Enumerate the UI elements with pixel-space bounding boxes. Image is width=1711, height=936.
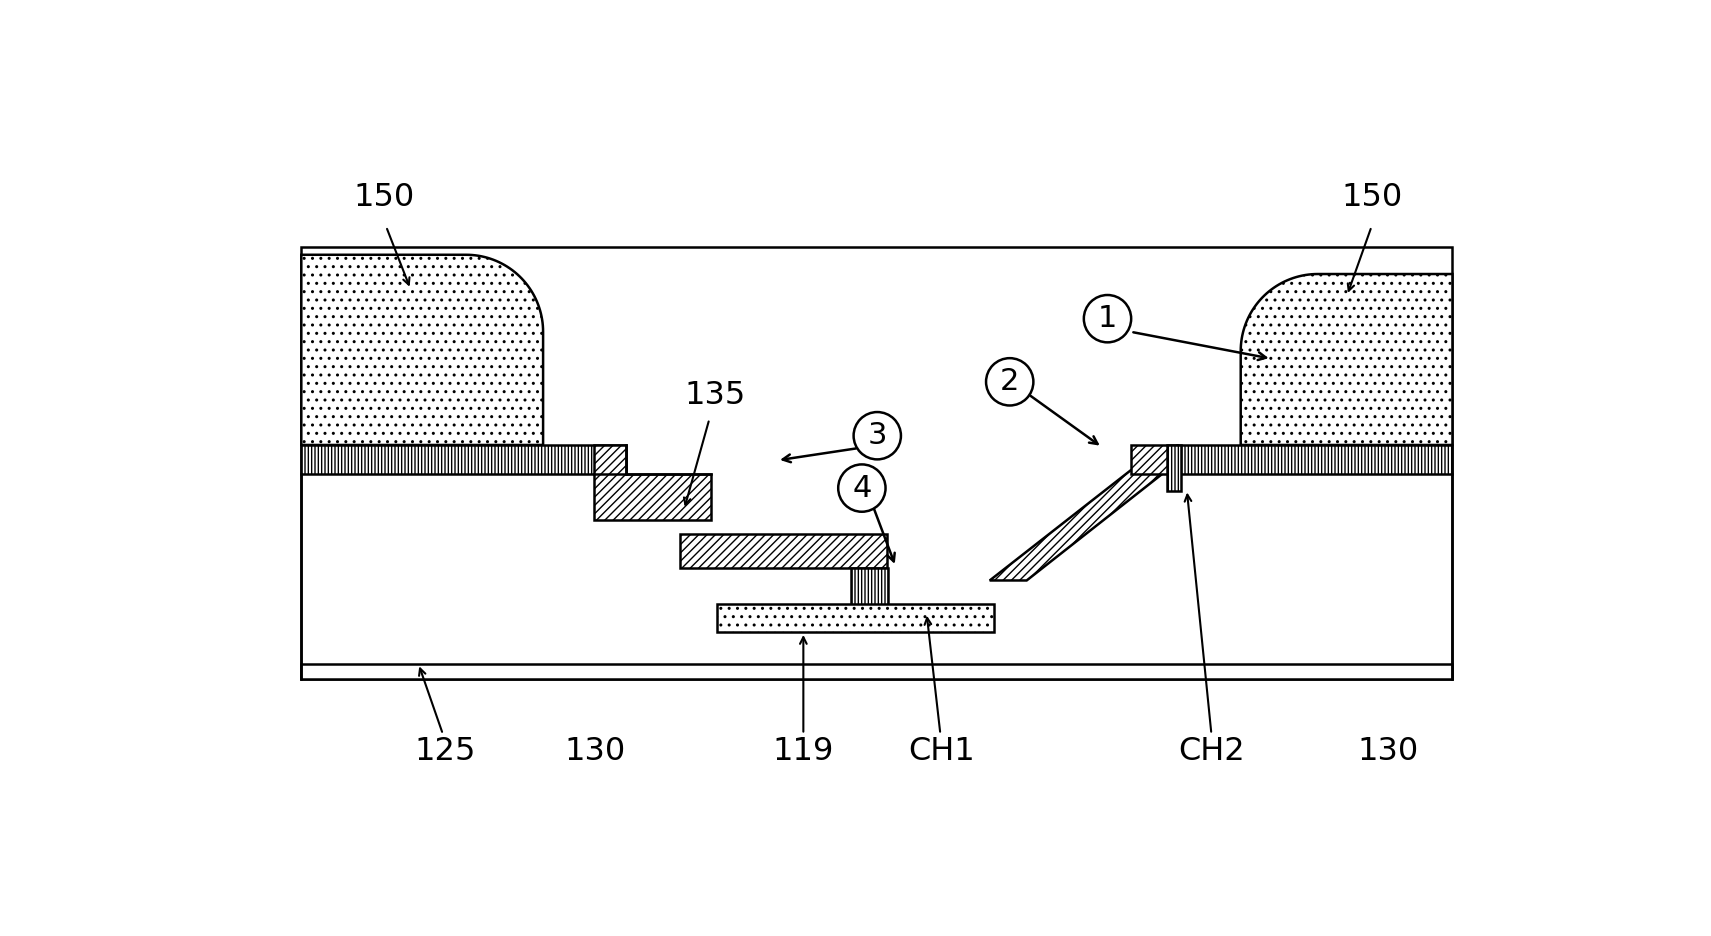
Polygon shape <box>301 255 542 445</box>
Text: 1: 1 <box>1098 304 1117 333</box>
Text: 3: 3 <box>867 421 886 450</box>
Text: 4: 4 <box>852 474 871 503</box>
Text: CH2: CH2 <box>1179 736 1246 767</box>
Text: 150: 150 <box>352 182 414 212</box>
Polygon shape <box>681 534 886 568</box>
Bar <box>301 664 1453 679</box>
Polygon shape <box>594 445 712 520</box>
Polygon shape <box>850 568 888 614</box>
Polygon shape <box>989 471 1167 580</box>
Bar <box>301 445 626 475</box>
Text: 119: 119 <box>773 736 833 767</box>
Text: 2: 2 <box>999 367 1020 396</box>
Bar <box>301 247 1453 679</box>
Text: 125: 125 <box>414 736 476 767</box>
Text: CH1: CH1 <box>909 736 975 767</box>
Polygon shape <box>1131 445 1177 475</box>
Text: 130: 130 <box>1359 736 1418 767</box>
Text: 130: 130 <box>565 736 626 767</box>
Bar <box>1167 445 1181 491</box>
Polygon shape <box>1240 274 1453 445</box>
Bar <box>717 604 994 632</box>
Text: 150: 150 <box>1341 182 1403 212</box>
Text: 135: 135 <box>684 380 746 411</box>
Bar <box>1177 445 1453 475</box>
